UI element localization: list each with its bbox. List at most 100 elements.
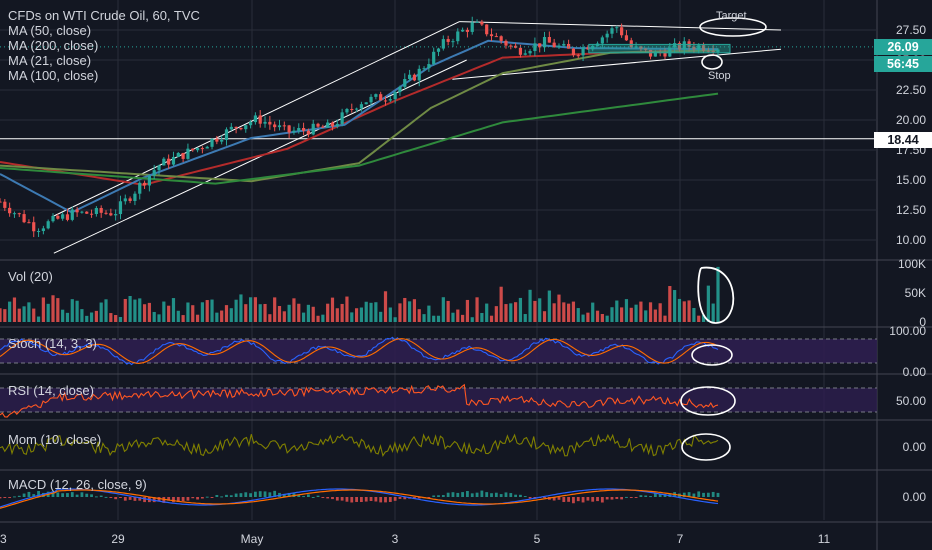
macd-histogram-bar: [658, 493, 662, 497]
macd-histogram-bar: [205, 496, 209, 498]
candle: [706, 47, 710, 53]
candle: [388, 95, 392, 103]
legend-ma200[interactable]: MA (200, close): [8, 38, 99, 53]
candle: [393, 90, 397, 104]
volume-bar: [306, 304, 311, 322]
macd-histogram-bar: [27, 491, 31, 497]
volume-bar: [359, 307, 364, 322]
candle: [301, 122, 306, 136]
macd-histogram-bar: [470, 493, 474, 497]
macd-histogram-bar: [244, 492, 248, 497]
volume-bar: [494, 306, 498, 322]
candle: [239, 127, 243, 131]
volume-bar: [538, 298, 542, 322]
candle: [374, 93, 378, 100]
volume-bar: [446, 300, 450, 322]
candle: [273, 121, 277, 132]
legend-ma100[interactable]: MA (100, close): [8, 68, 99, 83]
candle: [258, 110, 262, 128]
macd-histogram-bar: [557, 497, 561, 500]
macd-histogram-bar: [181, 497, 185, 502]
candle: [22, 210, 26, 224]
volume-bar: [22, 306, 26, 322]
volume-bar: [3, 309, 7, 322]
candle: [109, 208, 113, 217]
volume-bar: [364, 301, 368, 322]
rsi-pane-title: RSI (14, close): [8, 383, 94, 398]
legend-ma50[interactable]: MA (50, close): [8, 23, 92, 38]
mom-tick-label: 0.00: [903, 440, 927, 454]
volume-bar: [224, 305, 229, 322]
macd-histogram-bar: [263, 491, 267, 497]
candle: [56, 213, 60, 220]
macd-histogram-bar: [663, 494, 667, 497]
volume-bar: [167, 305, 171, 322]
macd-histogram-bar: [364, 497, 368, 502]
candle: [644, 48, 648, 53]
macd-histogram-bar: [167, 497, 171, 501]
rsi-band: [0, 388, 877, 412]
candle: [114, 209, 118, 221]
volume-bar: [716, 266, 720, 322]
volume-bar: [89, 312, 94, 322]
macd-histogram-bar: [451, 492, 455, 497]
candle: [354, 107, 359, 113]
volume-bar: [653, 309, 657, 322]
candle: [451, 38, 455, 47]
candle: [224, 127, 229, 146]
volume-bar: [658, 303, 662, 322]
macd-histogram-bar: [600, 497, 604, 503]
candle: [711, 45, 715, 56]
volume-bar: [65, 312, 70, 322]
volume-bar: [427, 305, 431, 322]
volume-bar: [629, 307, 633, 322]
macd-histogram-bar: [109, 497, 113, 498]
volume-bar: [282, 311, 286, 322]
candle: [620, 23, 624, 38]
macd-histogram-bar: [653, 493, 657, 497]
macd-pane-title: MACD (12, 26, close, 9): [8, 477, 147, 492]
volume-bar: [335, 308, 339, 322]
candle: [17, 212, 21, 218]
candle: [562, 40, 566, 47]
volume-bar: [301, 312, 306, 322]
candle: [99, 205, 103, 218]
price-tick-label: 12.50: [896, 203, 926, 217]
stoch-pane-title: Stoch (14, 3, 3): [8, 336, 97, 351]
candle: [403, 73, 407, 90]
consolidation-box: [588, 43, 731, 54]
candle: [673, 38, 677, 54]
volume-bar: [46, 303, 50, 322]
volume-bar: [85, 315, 89, 322]
macd-histogram-bar: [697, 491, 701, 497]
candle: [27, 219, 31, 224]
macd-histogram-bar: [403, 497, 407, 500]
legend-ma21[interactable]: MA (21, close): [8, 53, 92, 68]
candle: [70, 206, 74, 222]
volume-bar: [350, 312, 354, 322]
volume-bar: [123, 298, 127, 322]
volume-bar: [181, 315, 185, 322]
candle: [321, 124, 325, 128]
candle: [340, 108, 344, 127]
triangle-lower-line: [452, 48, 782, 80]
candle: [210, 138, 214, 150]
volume-bar: [682, 301, 686, 322]
volume-bar: [398, 303, 402, 322]
volume-bar: [485, 303, 489, 322]
volume-bar: [701, 314, 706, 322]
volume-bar: [118, 316, 123, 322]
macd-histogram-bar: [75, 494, 79, 497]
candle: [470, 16, 474, 35]
macd-histogram-bar: [586, 497, 590, 501]
candle: [89, 209, 94, 218]
candle: [118, 195, 123, 220]
candle: [629, 37, 633, 49]
candle: [191, 148, 195, 152]
macd-histogram-bar: [70, 492, 74, 497]
candle: [456, 28, 460, 45]
volume-bar: [354, 308, 359, 322]
candle: [335, 119, 339, 129]
candle: [171, 151, 176, 166]
